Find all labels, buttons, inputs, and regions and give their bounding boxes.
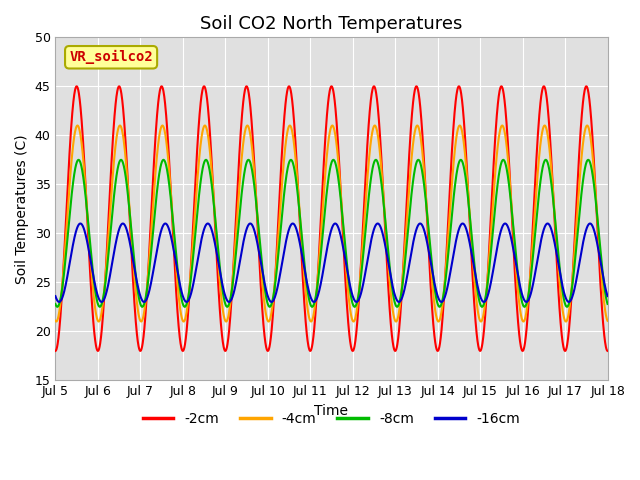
Legend: -2cm, -4cm, -8cm, -16cm: -2cm, -4cm, -8cm, -16cm [138,407,525,432]
-16cm [52,293,60,299]
-4cm [306,316,314,322]
-2cm [321,154,328,159]
-16cm [588,222,596,228]
-2cm [243,84,250,89]
-16cm [321,262,328,268]
-8cm [80,177,88,182]
-2cm [588,125,596,131]
-16cm [80,225,88,231]
Line: -8cm: -8cm [56,160,607,307]
-2cm [604,348,611,354]
-4cm [52,318,60,324]
-16cm [588,222,596,228]
Y-axis label: Soil Temperatures (C): Soil Temperatures (C) [15,134,29,284]
-8cm [588,168,596,174]
-4cm [588,145,596,151]
-16cm [604,293,611,299]
-4cm [80,160,88,166]
-4cm [487,233,495,239]
-8cm [604,301,611,307]
-8cm [486,254,494,260]
-2cm [52,348,60,354]
-8cm [584,157,592,163]
X-axis label: Time: Time [314,404,349,418]
-8cm [52,301,60,307]
-4cm [604,318,611,324]
-4cm [588,148,596,154]
Line: -4cm: -4cm [56,126,607,322]
-4cm [321,185,328,191]
-16cm [306,291,314,297]
Text: VR_soilco2: VR_soilco2 [69,50,153,64]
-4cm [222,319,230,324]
-8cm [305,297,313,303]
-2cm [80,147,88,153]
-16cm [486,282,494,288]
-2cm [588,121,595,127]
Title: Soil CO2 North Temperatures: Soil CO2 North Temperatures [200,15,463,33]
-8cm [393,304,401,310]
Line: -16cm: -16cm [56,224,607,302]
-2cm [306,347,314,353]
Line: -2cm: -2cm [56,86,607,351]
-8cm [588,167,596,173]
-4cm [413,123,421,129]
-2cm [486,222,494,228]
-16cm [501,221,509,227]
-8cm [320,218,328,224]
-16cm [140,299,148,305]
